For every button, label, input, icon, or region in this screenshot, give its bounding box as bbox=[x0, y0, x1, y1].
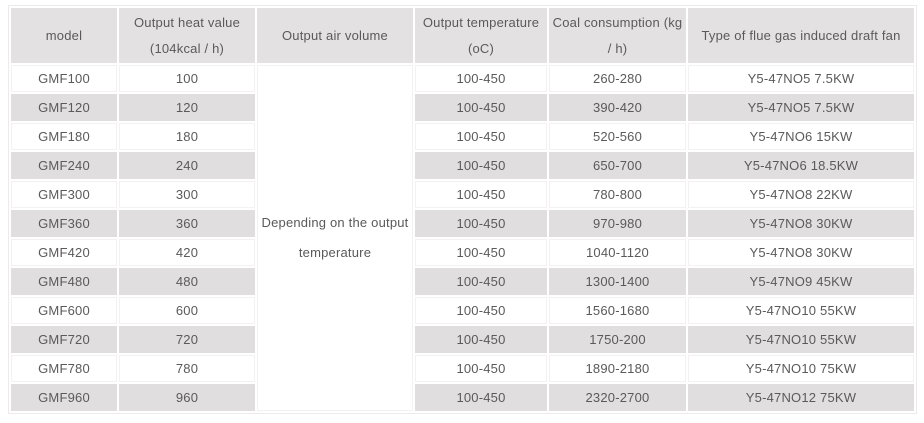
header-label: model bbox=[45, 27, 83, 43]
cell-fan-type: Y5-47NO9 45KW bbox=[688, 268, 914, 295]
cell-temperature: 100-450 bbox=[415, 94, 547, 121]
cell-model: GMF960 bbox=[11, 384, 117, 411]
cell-model: GMF180 bbox=[11, 123, 117, 150]
cell-temperature: 100-450 bbox=[415, 181, 547, 208]
air-volume-note-line2: temperature bbox=[298, 245, 372, 260]
table-row: GMF420 420 100-450 1040-1120 Y5-47NO8 30… bbox=[11, 239, 914, 266]
cell-coal: 2320-2700 bbox=[549, 384, 686, 411]
cell-fan-type: Y5-47NO5 7.5KW bbox=[688, 65, 914, 92]
table-row: GMF240 240 100-450 650-700 Y5-47NO6 18.5… bbox=[11, 152, 914, 179]
header-label-line1: Coal consumption (kg bbox=[552, 14, 683, 30]
cell-model: GMF480 bbox=[11, 268, 117, 295]
cell-temperature: 100-450 bbox=[415, 210, 547, 237]
table-row: GMF120 120 100-450 390-420 Y5-47NO5 7.5K… bbox=[11, 94, 914, 121]
cell-temperature: 100-450 bbox=[415, 268, 547, 295]
table-row: GMF360 360 100-450 970-980 Y5-47NO8 30KW bbox=[11, 210, 914, 237]
cell-coal: 390-420 bbox=[549, 94, 686, 121]
cell-model: GMF120 bbox=[11, 94, 117, 121]
cell-heat-value: 720 bbox=[119, 326, 255, 353]
cell-coal: 970-980 bbox=[549, 210, 686, 237]
cell-heat-value: 120 bbox=[119, 94, 255, 121]
cell-heat-value: 780 bbox=[119, 355, 255, 382]
header-label-line2: (oC) bbox=[467, 40, 495, 56]
air-volume-note-line1: Depending on the output bbox=[261, 215, 409, 230]
cell-heat-value: 360 bbox=[119, 210, 255, 237]
cell-model: GMF420 bbox=[11, 239, 117, 266]
cell-heat-value: 600 bbox=[119, 297, 255, 324]
cell-coal: 1300-1400 bbox=[549, 268, 686, 295]
cell-temperature: 100-450 bbox=[415, 65, 547, 92]
cell-fan-type: Y5-47NO10 55KW bbox=[688, 326, 914, 353]
cell-fan-type: Y5-47NO10 75KW bbox=[688, 355, 914, 382]
cell-coal: 1040-1120 bbox=[549, 239, 686, 266]
cell-temperature: 100-450 bbox=[415, 239, 547, 266]
boiler-spec-table: model Output heat value (104kcal / h) Ou… bbox=[8, 5, 917, 414]
cell-model: GMF100 bbox=[11, 65, 117, 92]
cell-coal: 1890-2180 bbox=[549, 355, 686, 382]
cell-coal: 1560-1680 bbox=[549, 297, 686, 324]
cell-model: GMF780 bbox=[11, 355, 117, 382]
table-row: GMF480 480 100-450 1300-1400 Y5-47NO9 45… bbox=[11, 268, 914, 295]
table-row: GMF300 300 100-450 780-800 Y5-47NO8 22KW bbox=[11, 181, 914, 208]
cell-air-volume-note: Depending on the output temperature bbox=[257, 65, 413, 411]
column-header-output-temperature: Output temperature (oC) bbox=[415, 8, 547, 63]
cell-fan-type: Y5-47NO8 30KW bbox=[688, 210, 914, 237]
header-row: model Output heat value (104kcal / h) Ou… bbox=[11, 8, 914, 63]
header-label-line2: / h) bbox=[607, 40, 628, 56]
table-row: GMF720 720 100-450 1750-200 Y5-47NO10 55… bbox=[11, 326, 914, 353]
cell-heat-value: 240 bbox=[119, 152, 255, 179]
cell-model: GMF240 bbox=[11, 152, 117, 179]
table-row: GMF100 100 Depending on the output tempe… bbox=[11, 65, 914, 411]
cell-heat-value: 300 bbox=[119, 181, 255, 208]
table-row: GMF780 780 100-450 1890-2180 Y5-47NO10 7… bbox=[11, 355, 914, 382]
header-label: Output air volume bbox=[281, 27, 388, 43]
cell-model: GMF300 bbox=[11, 181, 117, 208]
cell-heat-value: 480 bbox=[119, 268, 255, 295]
cell-heat-value: 180 bbox=[119, 123, 255, 150]
cell-temperature: 100-450 bbox=[415, 326, 547, 353]
column-header-fan-type: Type of flue gas induced draft fan bbox=[688, 8, 914, 63]
cell-coal: 1750-200 bbox=[549, 326, 686, 353]
header-label: Type of flue gas induced draft fan bbox=[701, 27, 901, 43]
cell-heat-value: 420 bbox=[119, 239, 255, 266]
cell-temperature: 100-450 bbox=[415, 297, 547, 324]
header-label-line1: Output temperature bbox=[422, 14, 540, 30]
cell-fan-type: Y5-47NO6 15KW bbox=[688, 123, 914, 150]
cell-model: GMF720 bbox=[11, 326, 117, 353]
cell-temperature: 100-450 bbox=[415, 355, 547, 382]
cell-coal: 780-800 bbox=[549, 181, 686, 208]
cell-coal: 520-560 bbox=[549, 123, 686, 150]
table-row: GMF180 180 100-450 520-560 Y5-47NO6 15KW bbox=[11, 123, 914, 150]
column-header-output-air-volume: Output air volume bbox=[257, 8, 413, 63]
column-header-model: model bbox=[11, 8, 117, 63]
cell-model: GMF360 bbox=[11, 210, 117, 237]
cell-fan-type: Y5-47NO10 55KW bbox=[688, 297, 914, 324]
cell-temperature: 100-450 bbox=[415, 152, 547, 179]
header-label-line2: (104kcal / h) bbox=[149, 40, 225, 56]
cell-temperature: 100-450 bbox=[415, 384, 547, 411]
table-row: GMF960 960 100-450 2320-2700 Y5-47NO12 7… bbox=[11, 384, 914, 411]
cell-heat-value: 960 bbox=[119, 384, 255, 411]
cell-fan-type: Y5-47NO8 30KW bbox=[688, 239, 914, 266]
cell-fan-type: Y5-47NO5 7.5KW bbox=[688, 94, 914, 121]
cell-coal: 260-280 bbox=[549, 65, 686, 92]
cell-heat-value: 100 bbox=[119, 65, 255, 92]
column-header-output-heat-value: Output heat value (104kcal / h) bbox=[119, 8, 255, 63]
cell-fan-type: Y5-47NO8 22KW bbox=[688, 181, 914, 208]
table-row: GMF600 600 100-450 1560-1680 Y5-47NO10 5… bbox=[11, 297, 914, 324]
column-header-coal-consumption: Coal consumption (kg / h) bbox=[549, 8, 686, 63]
cell-model: GMF600 bbox=[11, 297, 117, 324]
cell-fan-type: Y5-47NO6 18.5KW bbox=[688, 152, 914, 179]
cell-fan-type: Y5-47NO12 75KW bbox=[688, 384, 914, 411]
header-label-line1: Output heat value bbox=[133, 14, 241, 30]
cell-temperature: 100-450 bbox=[415, 123, 547, 150]
cell-coal: 650-700 bbox=[549, 152, 686, 179]
